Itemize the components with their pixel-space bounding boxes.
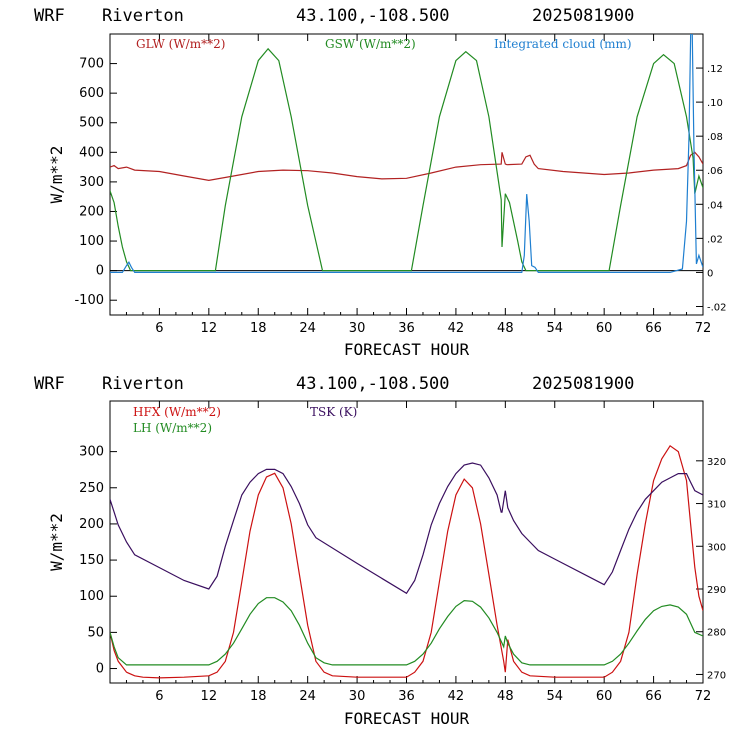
right-tick-label: .02 xyxy=(707,234,723,245)
x-axis-label: FORECAST HOUR xyxy=(344,340,470,359)
x-tick-label: 72 xyxy=(695,321,712,336)
y-tick-label: 50 xyxy=(87,625,104,640)
legend-entry-gsw: GSW (W/m**2) xyxy=(325,37,416,51)
bottom-model: WRF xyxy=(34,374,65,394)
top-chart-header: WRF Riverton 43.100,-108.500 2025081900 xyxy=(34,6,634,26)
x-tick-label: 30 xyxy=(349,321,366,336)
x-tick-label: 66 xyxy=(645,689,662,704)
x-tick-label: 42 xyxy=(448,689,465,704)
y-tick-label: 100 xyxy=(79,589,104,604)
legend-entry-tsk: TSK (K) xyxy=(310,405,357,419)
top-station: Riverton xyxy=(102,6,184,26)
y-tick-label: 250 xyxy=(79,481,104,496)
right-tick-label: 270 xyxy=(707,670,726,681)
bottom-station: Riverton xyxy=(102,374,184,394)
series-line-glw xyxy=(110,151,703,182)
legend-entry-integrated: Integrated cloud (mm) xyxy=(494,37,632,51)
bottom-date: 2025081900 xyxy=(532,374,634,394)
y-tick-label: 300 xyxy=(79,175,104,190)
plot-frame xyxy=(109,400,704,684)
bottom-chart: 6 12 18 24 30 36 42 48 54 60 66 72 0 50 100 150 200 250 30… xyxy=(47,400,726,728)
x-axis-label: FORECAST HOUR xyxy=(344,709,470,728)
x-tick-label: 54 xyxy=(546,689,563,704)
y-tick-label: -100 xyxy=(74,293,104,308)
right-tick-label: .12 xyxy=(707,64,723,75)
series-line-lh xyxy=(110,597,703,666)
x-tick-label: 48 xyxy=(497,689,514,704)
y-tick-label: 200 xyxy=(79,517,104,532)
x-tick-label: 60 xyxy=(596,689,613,704)
top-model: WRF xyxy=(34,6,65,26)
series-line-gsw xyxy=(110,47,703,272)
top-date: 2025081900 xyxy=(532,6,634,26)
top-coords: 43.100,-108.500 xyxy=(296,6,450,26)
right-tick-label: -.02 xyxy=(707,302,727,313)
right-tick-label: .06 xyxy=(707,166,723,177)
right-tick-label: 0 xyxy=(707,268,713,279)
x-tick-label: 24 xyxy=(299,321,316,336)
bottom-coords: 43.100,-108.500 xyxy=(296,374,450,394)
x-tick-label: 12 xyxy=(201,321,218,336)
legend-entry-lh: LH (W/m**2) xyxy=(133,421,212,435)
series-line-hfx xyxy=(110,444,703,679)
bottom-chart-header: WRF Riverton 43.100,-108.500 2025081900 xyxy=(34,374,634,394)
y-tick-label: 150 xyxy=(79,553,104,568)
right-tick-label: 310 xyxy=(707,500,726,511)
y-tick-label: 500 xyxy=(79,116,104,131)
right-tick-label: .10 xyxy=(707,98,723,109)
right-tick-label: 300 xyxy=(707,542,726,553)
y-tick-label: 200 xyxy=(79,204,104,219)
y-tick-label: 0 xyxy=(96,662,104,677)
x-tick-label: 48 xyxy=(497,321,514,336)
series-line-tsk xyxy=(110,462,703,595)
x-tick-label: 54 xyxy=(546,321,563,336)
right-tick-label: 320 xyxy=(707,457,726,468)
x-tick-label: 60 xyxy=(596,321,613,336)
series-line-integrated xyxy=(110,34,703,273)
x-tick-label: 72 xyxy=(695,689,712,704)
x-tick-label: 12 xyxy=(201,689,218,704)
right-tick-label: .08 xyxy=(707,132,723,143)
legend-entry-glw: GLW (W/m**2) xyxy=(136,37,225,51)
x-tick-label: 30 xyxy=(349,689,366,704)
x-tick-label: 6 xyxy=(155,689,163,704)
x-tick-label: 42 xyxy=(448,321,465,336)
right-tick-label: 280 xyxy=(707,628,726,639)
y-tick-label: 300 xyxy=(79,445,104,460)
y-tick-label: 400 xyxy=(79,145,104,160)
x-tick-label: 18 xyxy=(250,689,267,704)
right-tick-label: 290 xyxy=(707,585,726,596)
y-tick-label: 100 xyxy=(79,234,104,249)
x-tick-label: 36 xyxy=(398,321,415,336)
legend-entry-hfx: HFX (W/m**2) xyxy=(133,405,221,419)
y-tick-label: 600 xyxy=(79,86,104,101)
x-tick-label: 6 xyxy=(155,321,163,336)
x-tick-label: 66 xyxy=(645,321,662,336)
x-tick-label: 18 xyxy=(250,321,267,336)
x-tick-label: 24 xyxy=(299,689,316,704)
y-axis-label: W/m**2 xyxy=(47,146,66,204)
top-chart: 6 12 18 24 30 36 42 48 54 60 66 72 -100 0 100 200 300 400… xyxy=(47,33,727,359)
y-axis-label: W/m**2 xyxy=(47,513,66,571)
x-tick-label: 36 xyxy=(398,689,415,704)
y-tick-label: 700 xyxy=(79,57,104,72)
right-tick-label: .04 xyxy=(707,200,723,211)
y-tick-label: 0 xyxy=(96,264,104,279)
